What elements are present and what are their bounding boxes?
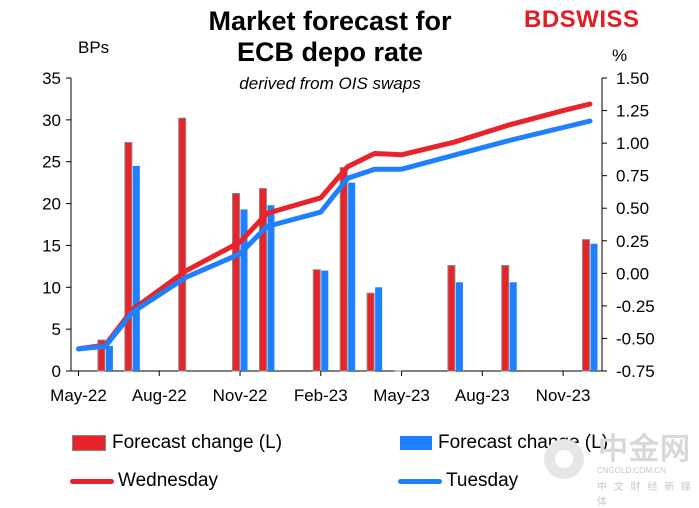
bar-forecast-change-tuesday	[267, 205, 275, 371]
legend-red-line-swatch	[70, 478, 114, 484]
bar-forecast-change-tuesday	[105, 345, 113, 371]
legend-forecast-change-red: Forecast change (L)	[72, 432, 282, 454]
x-axis-tick-label: Aug-23	[455, 386, 510, 405]
bar-forecast-change-tuesday	[590, 243, 598, 371]
bar-forecast-change-wednesday	[582, 239, 590, 372]
chart-subtitle: derived from OIS swaps	[239, 74, 421, 93]
chart-title-line2: ECB depo rate	[236, 37, 424, 67]
bar-forecast-change-tuesday	[348, 182, 356, 371]
watermark-tagline: 中 文 财 经 新 媒 体	[597, 482, 693, 508]
bar-forecast-change-wednesday	[366, 292, 375, 372]
legend-tuesday: Tuesday	[398, 470, 518, 492]
bar-forecast-change-tuesday	[509, 282, 517, 371]
legend-label: Tuesday	[446, 470, 519, 491]
x-axis-tick-label: Nov-22	[213, 386, 268, 405]
x-axis-tick-label: May-23	[373, 386, 430, 405]
bar-forecast-change-wednesday	[501, 265, 510, 372]
bar-forecast-change-wednesday	[339, 167, 348, 372]
bar-forecast-change-wednesday	[97, 339, 106, 372]
right-axis-tick-label: 1.25	[616, 102, 649, 121]
x-axis-tick-label: Feb-23	[294, 386, 348, 405]
left-axis-tick-label: 5	[52, 320, 61, 339]
bar-forecast-change-wednesday	[178, 117, 187, 372]
right-axis-tick-label: -0.75	[616, 362, 655, 381]
right-axis-tick-label: 0.50	[616, 199, 649, 218]
right-axis-tick-label: 1.00	[616, 134, 649, 153]
left-axis-tick-label: 20	[42, 195, 61, 214]
bar-forecast-change-wednesday	[258, 188, 267, 372]
right-axis-tick-label: -0.25	[616, 297, 655, 316]
legend-blue-line-swatch	[398, 478, 442, 484]
line-wednesday	[76, 101, 593, 352]
legend-red-bar-swatch	[72, 435, 106, 451]
bar-forecast-change-wednesday	[124, 141, 133, 372]
brand-logo: BDSWISS	[524, 6, 640, 33]
watermark-logo-icon	[544, 439, 584, 479]
bar-forecast-change-tuesday	[321, 270, 329, 371]
right-axis-tick-label: 0.75	[616, 167, 649, 186]
x-axis-tick-label: May-22	[50, 386, 107, 405]
right-axis-unit: %	[612, 46, 628, 65]
bar-forecast-change-tuesday	[132, 165, 140, 371]
bar-forecast-change-wednesday	[447, 265, 456, 372]
right-axis-tick-label: 0.25	[616, 232, 649, 251]
left-axis-tick-label: 15	[42, 236, 61, 255]
right-axis-tick-label: 1.50	[616, 69, 649, 88]
x-axis-tick-label: Aug-22	[132, 386, 187, 405]
bar-forecast-change-tuesday	[240, 209, 248, 371]
watermark-site: CNGOLD.COM.CN	[597, 466, 666, 475]
left-axis-tick-label: 25	[42, 153, 61, 172]
legend-label: Wednesday	[118, 470, 218, 491]
left-axis-tick-label: 10	[42, 278, 61, 297]
left-axis-tick-label: 30	[42, 111, 61, 130]
chart-title-line1: Market forecast for	[208, 6, 452, 36]
watermark-text: 中金网	[598, 433, 691, 466]
bar-forecast-change-wednesday	[312, 269, 321, 372]
bar-forecast-change-tuesday	[455, 282, 463, 371]
bar-forecast-change-tuesday	[375, 287, 383, 371]
left-axis-tick-label: 35	[42, 69, 61, 88]
bar-forecast-change-wednesday	[232, 193, 241, 372]
right-axis-tick-label: -0.50	[616, 329, 655, 348]
legend-wednesday: Wednesday	[70, 470, 218, 492]
right-axis-tick-label: 0.00	[616, 264, 649, 283]
left-axis-unit: BPs	[78, 38, 110, 57]
line-tuesday	[76, 118, 593, 352]
legend-blue-bar-swatch	[400, 436, 432, 450]
x-axis-tick-label: Nov-23	[536, 386, 591, 405]
legend-label: Forecast change (L)	[112, 432, 283, 453]
left-axis-tick-label: 0	[52, 362, 61, 381]
